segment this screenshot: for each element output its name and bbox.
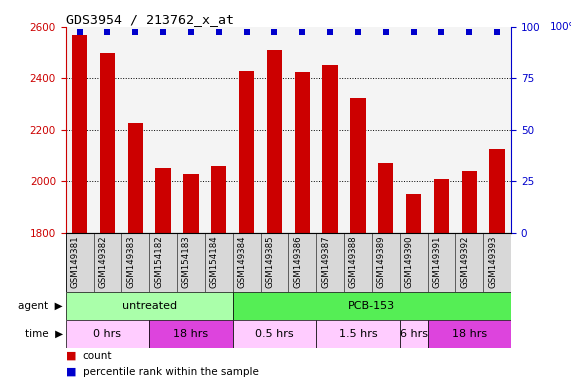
Text: GSM149382: GSM149382 <box>98 236 107 288</box>
Text: GSM149388: GSM149388 <box>349 236 358 288</box>
Text: 6 hrs: 6 hrs <box>400 329 428 339</box>
Text: 100%: 100% <box>550 22 571 32</box>
Bar <box>211 166 227 384</box>
Text: percentile rank within the sample: percentile rank within the sample <box>83 367 259 377</box>
Bar <box>406 194 421 384</box>
Bar <box>267 50 282 384</box>
Bar <box>239 71 254 384</box>
Text: time  ▶: time ▶ <box>25 329 63 339</box>
Bar <box>350 98 365 384</box>
Text: GDS3954 / 213762_x_at: GDS3954 / 213762_x_at <box>66 13 234 26</box>
Text: 18 hrs: 18 hrs <box>174 329 208 339</box>
Text: untreated: untreated <box>122 301 177 311</box>
Text: GSM149393: GSM149393 <box>488 236 497 288</box>
Bar <box>100 53 115 384</box>
Bar <box>400 320 428 348</box>
Text: GSM149383: GSM149383 <box>126 236 135 288</box>
Bar <box>461 171 477 384</box>
Bar <box>155 169 171 384</box>
Bar <box>428 320 511 348</box>
Text: GSM149386: GSM149386 <box>293 236 302 288</box>
Bar <box>233 320 316 348</box>
Text: PCB-153: PCB-153 <box>348 301 396 311</box>
Text: ■: ■ <box>66 367 76 377</box>
Text: 0 hrs: 0 hrs <box>94 329 122 339</box>
Text: 1.5 hrs: 1.5 hrs <box>339 329 377 339</box>
Text: GSM149381: GSM149381 <box>71 236 79 288</box>
Text: GSM149391: GSM149391 <box>432 236 441 288</box>
Bar <box>66 292 233 320</box>
Text: GSM154184: GSM154184 <box>210 236 219 288</box>
Bar <box>72 35 87 384</box>
Bar <box>323 66 338 384</box>
Text: GSM149387: GSM149387 <box>321 236 330 288</box>
Bar <box>295 72 310 384</box>
Bar <box>434 179 449 384</box>
Text: GSM154183: GSM154183 <box>182 236 191 288</box>
Text: GSM149385: GSM149385 <box>266 236 275 288</box>
Text: GSM149392: GSM149392 <box>460 236 469 288</box>
Text: GSM154182: GSM154182 <box>154 236 163 288</box>
Text: GSM149390: GSM149390 <box>405 236 413 288</box>
Text: GSM149384: GSM149384 <box>238 236 247 288</box>
Text: 18 hrs: 18 hrs <box>452 329 487 339</box>
Text: agent  ▶: agent ▶ <box>18 301 63 311</box>
Bar <box>233 292 511 320</box>
Bar <box>127 123 143 384</box>
Bar <box>489 149 505 384</box>
Bar <box>149 320 233 348</box>
Bar <box>378 163 393 384</box>
Text: GSM149389: GSM149389 <box>377 236 386 288</box>
Bar <box>66 320 149 348</box>
Text: ■: ■ <box>66 351 76 361</box>
Bar <box>316 320 400 348</box>
Text: count: count <box>83 351 112 361</box>
Text: 0.5 hrs: 0.5 hrs <box>255 329 293 339</box>
Bar <box>183 174 199 384</box>
